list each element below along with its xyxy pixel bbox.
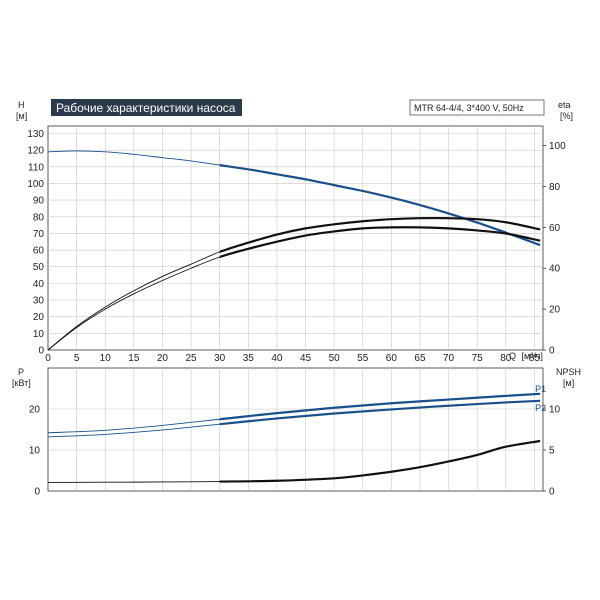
head-curve-line-operating (219, 164, 541, 247)
series-label-P2: P2 (535, 403, 546, 413)
efficiency-curve-2-line-operating (219, 226, 541, 259)
chart-title: Рабочие характеристики насоса (56, 101, 236, 115)
h-tick-90: 90 (33, 196, 45, 207)
q-tick-0: 0 (45, 353, 51, 364)
top-axis-labels: H [м] eta [%] Q [м³/ч] (16, 100, 573, 361)
h-tick-10: 10 (33, 329, 45, 340)
header: Рабочие характеристики насоса MTR 64-4/4… (51, 99, 545, 116)
p-axis-label: P (18, 367, 24, 377)
npsh-axis-label: NPSH (556, 367, 581, 377)
eta-tick-80: 80 (549, 182, 561, 193)
series-label-P1: P1 (535, 384, 546, 394)
q-tick-10: 10 (100, 353, 112, 364)
q-tick-85: 85 (529, 353, 541, 364)
h-tick-60: 60 (33, 246, 45, 257)
title-bar (51, 99, 242, 116)
h-tick-20: 20 (33, 312, 45, 323)
q-tick-75: 75 (472, 353, 484, 364)
q-tick-15: 15 (128, 353, 140, 364)
q-axis-symbol: Q (509, 351, 516, 361)
h-tick-0: 0 (38, 346, 44, 357)
npsh-curve-line-operating (219, 439, 541, 483)
head-efficiency-panel: 0 10 20 30 40 50 60 70 80 90 100 110 120 130 0 5 10 15 20 2… (27, 125, 566, 364)
h-tick-30: 30 (33, 296, 45, 307)
p-tick-20: 20 (29, 405, 41, 416)
q-tick-50: 50 (329, 353, 341, 364)
eta-tick-60: 60 (549, 223, 561, 234)
q-axis-label: Q [м³/ч] (509, 351, 543, 361)
q-tick-55: 55 (357, 353, 369, 364)
npsh-tick-10: 10 (549, 405, 561, 416)
q-tick-45: 45 (300, 353, 312, 364)
q-tick-60: 60 (386, 353, 398, 364)
q-tick-70: 70 (443, 353, 455, 364)
q-axis-unit: [м³/ч] (522, 351, 543, 361)
npsh-axis-unit: [м] (563, 378, 574, 388)
h-tick-110: 110 (28, 162, 44, 173)
q-tick-65: 65 (414, 353, 426, 364)
power-npsh-panel: 0 10 20 0 5 10 P1 P2 (29, 367, 561, 498)
eta-tick-20: 20 (549, 305, 561, 316)
q-tick-30: 30 (214, 353, 226, 364)
model-box (409, 99, 545, 116)
model-label: MTR 64-4/4, 3*400 V, 50Hz (414, 103, 524, 113)
eta-tick-100: 100 (549, 141, 566, 152)
h-tick-100: 100 (27, 179, 44, 190)
efficiency-curve-1-line-operating (219, 216, 541, 254)
h-tick-50: 50 (33, 262, 45, 273)
eta-axis-label: eta (558, 100, 571, 110)
q-tick-35: 35 (243, 353, 255, 364)
q-tick-25: 25 (186, 353, 198, 364)
h-tick-70: 70 (33, 229, 45, 240)
p-axis-unit: [кВт] (12, 378, 31, 388)
power-p1-curve-line-operating (219, 392, 541, 421)
npsh-tick-5: 5 (549, 446, 555, 457)
h-tick-40: 40 (33, 279, 45, 290)
eta-axis-unit: [%] (560, 111, 573, 121)
h-tick-80: 80 (33, 212, 45, 223)
q-tick-20: 20 (157, 353, 169, 364)
q-tick-80: 80 (500, 353, 512, 364)
power-p2-curve-line-operating (219, 399, 541, 426)
p-tick-0: 0 (34, 487, 40, 498)
bottom-axis-labels: P [кВт] NPSH [м] (12, 367, 581, 388)
npsh-tick-0: 0 (549, 487, 555, 498)
eta-tick-0: 0 (549, 346, 555, 357)
q-tick-5: 5 (74, 353, 80, 364)
bottom-plot-frame (47, 367, 544, 492)
eta-tick-40: 40 (549, 264, 561, 275)
q-tick-40: 40 (271, 353, 283, 364)
h-axis-label: H (18, 100, 25, 110)
h-tick-130: 130 (27, 129, 44, 140)
h-axis-unit: [м] (16, 111, 27, 121)
h-tick-120: 120 (27, 146, 44, 157)
p-tick-10: 10 (29, 446, 41, 457)
